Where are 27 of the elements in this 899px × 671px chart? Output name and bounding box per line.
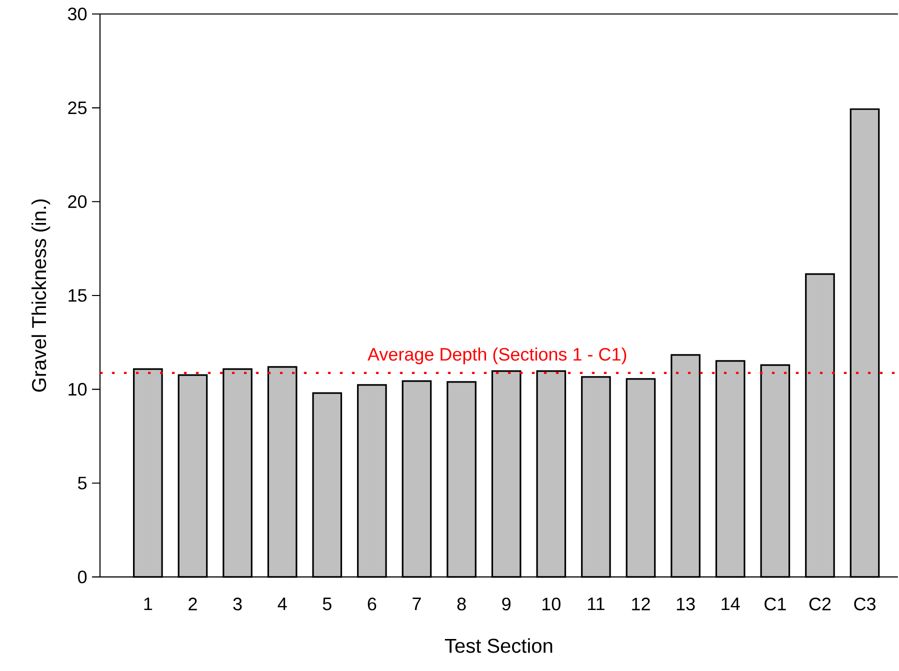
x-tick-label: 4	[278, 598, 287, 610]
y-tick-label: 15	[68, 289, 87, 302]
y-tick-label: 5	[78, 476, 87, 490]
x-tick-label: 14	[722, 598, 740, 610]
x-tick-label: 11	[588, 598, 604, 610]
y-tick-label: 10	[68, 382, 87, 396]
y-tick-label: 30	[68, 8, 87, 20]
x-tick-label: 2	[188, 598, 197, 610]
x-tick-label: 8	[457, 598, 466, 610]
x-tick-label: 6	[368, 598, 376, 610]
x-axis-title: Test Section	[444, 638, 552, 653]
ref-line-label: Average Depth (Sections 1 - C1)	[368, 348, 626, 364]
y-tick-label: 25	[68, 101, 87, 114]
y-axis-title: Gravel Thickness (in.)	[31, 200, 50, 392]
x-tick-label: 12	[632, 598, 650, 610]
x-tick-label: 1	[144, 598, 152, 610]
x-tick-label: 9	[502, 598, 511, 610]
x-tick-label: 5	[322, 598, 332, 610]
x-tick-label: 10	[542, 598, 560, 610]
x-tick-label: 7	[412, 598, 421, 610]
x-tick-label: C1	[764, 598, 786, 610]
x-tick-label: C3	[854, 598, 876, 610]
x-tick-label: C2	[809, 598, 831, 610]
y-tick-label: 0	[78, 570, 87, 584]
y-tick-label: 20	[68, 195, 87, 208]
x-tick-label: 13	[676, 598, 695, 610]
x-tick-label: 3	[233, 598, 242, 610]
